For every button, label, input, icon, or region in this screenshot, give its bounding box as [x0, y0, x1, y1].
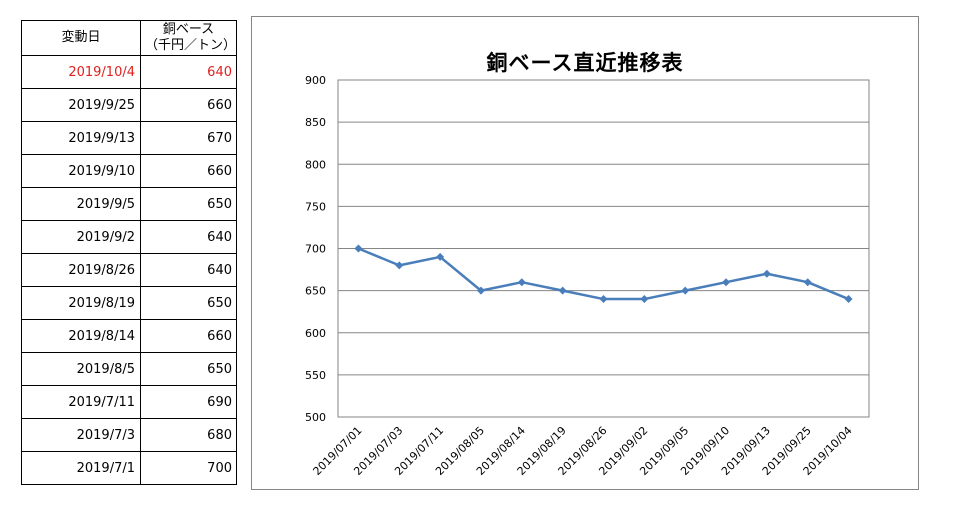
row-price: 660: [140, 88, 237, 122]
row-date: 2019/7/11: [21, 385, 141, 419]
data-point: [436, 252, 445, 261]
header-price-line2: （千円／トン）: [145, 38, 237, 53]
table-row: 2019/9/10 660: [21, 154, 237, 188]
table-row: 2019/9/25 660: [21, 88, 237, 122]
table-row: 2019/9/5 650: [21, 187, 237, 221]
row-date: 2019/8/26: [21, 253, 141, 287]
row-date: 2019/9/5: [21, 187, 141, 221]
header-date: 変動日: [21, 20, 141, 56]
row-date: 2019/9/2: [21, 220, 141, 254]
row-price: 640: [140, 220, 237, 254]
data-point: [844, 295, 853, 304]
table-body: 2019/10/4 640 2019/9/25 660 2019/9/13 670 2019…: [21, 55, 237, 485]
price-table: 変動日 銅ベース （千円／トン） 2019/10/4 640 2019/9/25 66…: [21, 20, 237, 485]
data-point: [762, 269, 771, 278]
row-date: 2019/9/25: [21, 88, 141, 122]
data-point: [558, 286, 567, 295]
data-point: [395, 261, 404, 270]
table-row: 2019/10/4 640: [21, 55, 237, 89]
y-tick-label: 900: [305, 74, 326, 87]
line-chart: 5005506006507007508008509002019/07/01201…: [305, 74, 870, 478]
row-price: 690: [140, 385, 237, 419]
table-row: 2019/7/1 700: [21, 451, 237, 485]
row-price: 650: [140, 286, 237, 320]
row-price: 640: [140, 253, 237, 287]
header-price: 銅ベース （千円／トン）: [140, 20, 237, 56]
table-row: 2019/9/2 640: [21, 220, 237, 254]
data-point: [681, 286, 690, 295]
y-tick-label: 550: [305, 369, 326, 382]
row-date: 2019/7/1: [21, 451, 141, 485]
y-tick-label: 800: [305, 158, 326, 171]
row-price: 640: [140, 55, 237, 89]
data-point: [640, 295, 649, 304]
chart-panel: 銅ベース直近推移表 500 550 600 650 700 750 800 850 900 201…: [251, 16, 919, 490]
row-price: 650: [140, 352, 237, 386]
row-price: 670: [140, 121, 237, 155]
series-line: [357, 247, 850, 301]
table-row: 2019/9/13 670: [21, 121, 237, 155]
data-point: [599, 295, 608, 304]
row-price: 660: [140, 319, 237, 353]
table-header-row: 変動日 銅ベース （千円／トン）: [21, 20, 237, 56]
row-date: 2019/8/19: [21, 286, 141, 320]
data-point: [722, 278, 731, 287]
y-tick-label: 600: [305, 327, 326, 340]
row-price: 660: [140, 154, 237, 188]
y-tick-label: 650: [305, 285, 326, 298]
table-row: 2019/8/5 650: [21, 352, 237, 386]
header-price-line1: 銅ベース: [162, 22, 215, 37]
row-date: 2019/8/5: [21, 352, 141, 386]
table-row: 2019/8/26 640: [21, 253, 237, 287]
row-price: 650: [140, 187, 237, 221]
row-date: 2019/7/3: [21, 418, 141, 452]
row-price: 680: [140, 418, 237, 452]
y-tick-label: 850: [305, 116, 326, 129]
row-date: 2019/10/4: [21, 55, 141, 89]
table-row: 2019/7/3 680: [21, 418, 237, 452]
y-tick-label: 500: [305, 411, 326, 424]
row-date: 2019/9/13: [21, 121, 141, 155]
data-point: [517, 278, 526, 287]
y-tick-label: 750: [305, 200, 326, 213]
row-date: 2019/9/10: [21, 154, 141, 188]
chart-title: 銅ベース直近推移表: [486, 51, 684, 75]
row-date: 2019/8/14: [21, 319, 141, 353]
data-point: [354, 244, 363, 253]
table-row: 2019/7/11 690: [21, 385, 237, 419]
table-row: 2019/8/19 650: [21, 286, 237, 320]
row-price: 700: [140, 451, 237, 485]
table-row: 2019/8/14 660: [21, 319, 237, 353]
data-point: [803, 278, 812, 287]
data-point: [476, 286, 485, 295]
y-tick-label: 700: [305, 243, 326, 256]
